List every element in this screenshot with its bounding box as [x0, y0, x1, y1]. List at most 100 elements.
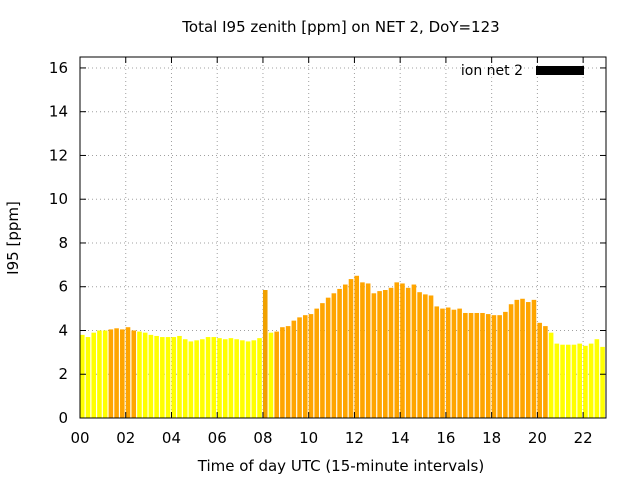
data-bar	[142, 332, 148, 418]
data-bar	[320, 303, 325, 418]
data-bar	[491, 315, 497, 418]
data-bar	[463, 312, 468, 418]
data-bar	[302, 315, 308, 418]
data-bar	[543, 326, 548, 418]
legend-swatch	[536, 66, 584, 75]
y-axis-label: I95 [ppm]	[4, 201, 22, 275]
data-bar	[548, 332, 554, 418]
data-bar	[165, 337, 171, 418]
data-bar	[228, 338, 234, 418]
y-tick-label: 12	[49, 146, 68, 164]
data-bar	[514, 299, 520, 418]
data-bar	[388, 287, 394, 418]
data-bar	[440, 308, 445, 418]
legend-label: ion net 2	[461, 63, 523, 79]
data-bar	[131, 330, 137, 418]
y-tick-label: 2	[58, 365, 68, 383]
x-axis-label: Time of day UTC (15-minute intervals)	[197, 457, 484, 475]
x-tick-label: 02	[116, 429, 135, 447]
data-bar	[108, 329, 114, 418]
data-bar	[485, 314, 491, 418]
data-bar	[120, 329, 125, 418]
data-bar	[577, 343, 582, 418]
data-bar	[405, 287, 411, 418]
data-bar	[177, 335, 182, 418]
data-bar	[194, 340, 199, 418]
x-tick-label: 06	[208, 429, 227, 447]
y-tick-label: 14	[49, 103, 68, 121]
data-bar	[360, 282, 365, 418]
data-bar	[600, 346, 605, 418]
data-bar	[434, 306, 440, 418]
data-bar	[400, 283, 405, 418]
y-tick-label: 0	[58, 409, 68, 427]
data-bar	[451, 309, 457, 418]
x-tick-label: 16	[436, 429, 455, 447]
data-bar	[445, 307, 451, 418]
data-bar	[200, 339, 205, 418]
data-bar	[91, 332, 97, 418]
data-bar	[148, 334, 154, 418]
x-tick-label: 20	[528, 429, 547, 447]
data-bar	[383, 290, 388, 418]
x-tick-label: 22	[574, 429, 593, 447]
y-tick-label: 16	[49, 59, 68, 77]
data-bar	[377, 291, 382, 418]
data-bar	[85, 337, 91, 418]
data-bar	[102, 330, 108, 418]
data-bar	[411, 284, 417, 418]
data-bar	[268, 332, 274, 418]
data-bar	[583, 345, 588, 418]
chart-title: Total I95 zenith [ppm] on NET 2, DoY=123	[181, 18, 499, 36]
data-bar	[257, 338, 262, 418]
data-bar	[354, 275, 360, 418]
data-bar	[297, 317, 302, 418]
data-bar	[262, 290, 268, 418]
data-bar	[125, 327, 131, 418]
data-bar	[285, 326, 291, 418]
x-tick-label: 14	[391, 429, 410, 447]
x-tick-label: 08	[253, 429, 272, 447]
data-bar	[428, 295, 434, 418]
data-bar	[571, 344, 577, 418]
data-bar	[240, 340, 245, 418]
data-bar	[188, 341, 194, 418]
data-bar	[531, 299, 537, 418]
data-bar	[222, 339, 228, 418]
data-bar	[417, 292, 422, 418]
y-tick-label: 6	[58, 278, 68, 296]
data-bar	[348, 279, 354, 418]
x-tick-label: 00	[70, 429, 89, 447]
data-bar	[343, 284, 348, 418]
data-bar	[423, 294, 428, 418]
data-bar	[537, 322, 542, 418]
data-bar	[554, 343, 560, 418]
data-bar	[234, 339, 239, 418]
y-tick-label: 8	[58, 234, 68, 252]
data-bar	[245, 341, 251, 418]
data-bar	[160, 337, 165, 418]
data-bar	[503, 311, 508, 418]
data-bar	[137, 331, 142, 418]
data-bar	[588, 343, 594, 418]
data-bar	[154, 335, 159, 418]
data-bar	[291, 320, 297, 418]
data-bar	[508, 304, 514, 418]
data-bar	[114, 328, 119, 418]
data-bar	[560, 344, 565, 418]
data-bar	[468, 312, 474, 418]
data-bar	[325, 297, 331, 418]
data-bar	[565, 344, 571, 418]
data-bar	[480, 312, 485, 418]
x-tick-label: 10	[299, 429, 318, 447]
plot-frame	[79, 56, 607, 419]
data-bar	[365, 283, 371, 418]
data-bar	[251, 340, 257, 418]
data-bar	[97, 330, 102, 418]
data-bar	[211, 337, 217, 418]
x-tick-label: 18	[482, 429, 501, 447]
data-bar	[280, 327, 285, 418]
data-bar	[314, 308, 319, 418]
